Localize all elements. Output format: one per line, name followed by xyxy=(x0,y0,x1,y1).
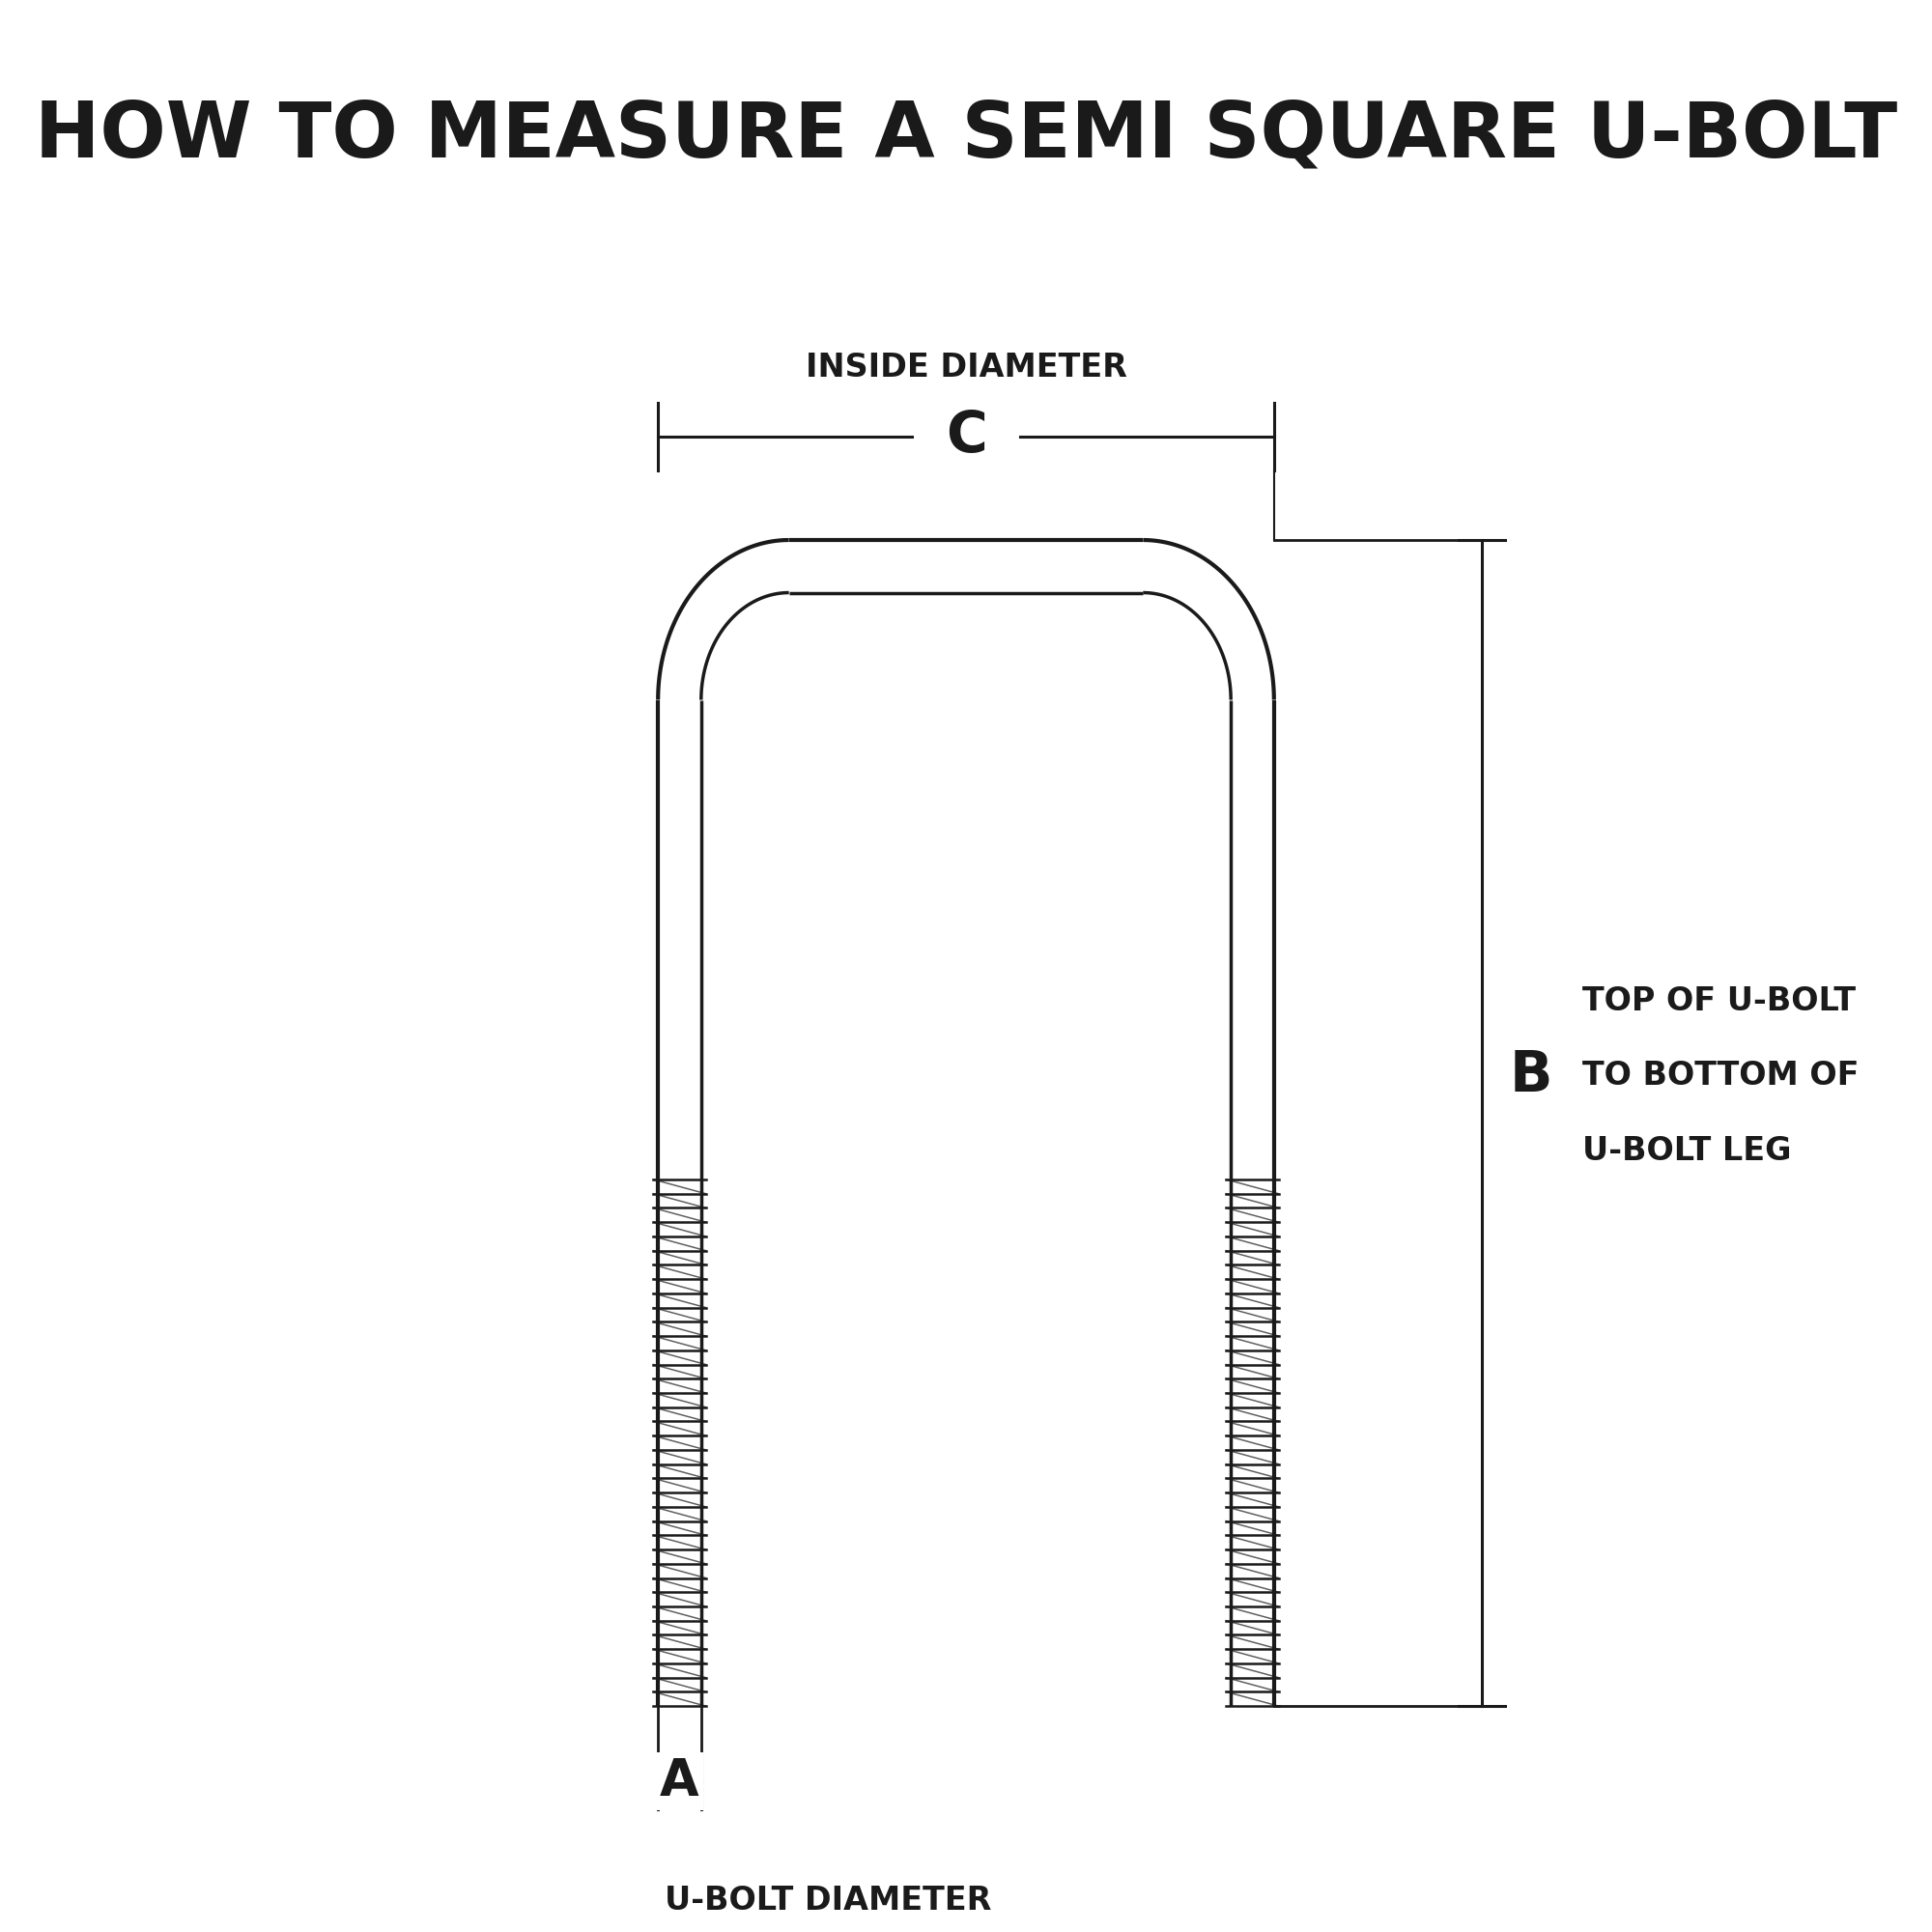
Text: C: C xyxy=(945,410,987,464)
Text: TO BOTTOM OF: TO BOTTOM OF xyxy=(1582,1061,1859,1092)
Text: INSIDE DIAMETER: INSIDE DIAMETER xyxy=(806,352,1126,384)
Text: U-BOLT LEG: U-BOLT LEG xyxy=(1582,1136,1791,1167)
Text: U-BOLT DIAMETER: U-BOLT DIAMETER xyxy=(665,1886,991,1917)
Text: B: B xyxy=(1509,1049,1553,1103)
Text: A: A xyxy=(661,1756,699,1806)
Text: TOP OF U-BOLT: TOP OF U-BOLT xyxy=(1582,985,1855,1016)
Text: HOW TO MEASURE A SEMI SQUARE U-BOLT: HOW TO MEASURE A SEMI SQUARE U-BOLT xyxy=(35,99,1897,174)
